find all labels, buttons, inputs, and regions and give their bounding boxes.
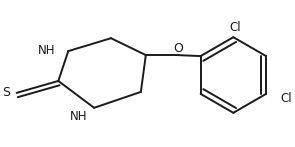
Text: O: O: [174, 42, 183, 55]
Text: Cl: Cl: [230, 21, 241, 34]
Text: NH: NH: [70, 110, 87, 123]
Text: S: S: [3, 86, 11, 99]
Text: NH: NH: [38, 44, 55, 57]
Text: Cl: Cl: [280, 92, 292, 105]
